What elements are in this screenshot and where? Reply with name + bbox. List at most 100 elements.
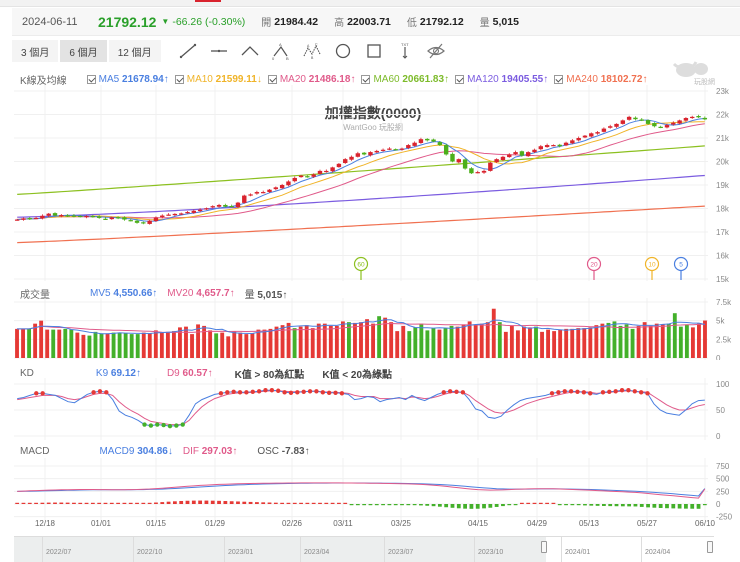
svg-text:-250: -250 — [716, 513, 733, 520]
horizontal-line-tool-icon[interactable] — [204, 40, 235, 62]
rectangle-tool-icon[interactable] — [359, 40, 390, 62]
svg-text:A: A — [307, 44, 310, 48]
top-strip — [0, 0, 740, 7]
navigator-gridline — [474, 537, 475, 562]
navigator-gridline — [300, 537, 301, 562]
svg-text:15k: 15k — [716, 275, 730, 284]
svg-text:20: 20 — [590, 262, 598, 269]
navigator-left-handle[interactable] — [541, 541, 547, 553]
candlestick-chart[interactable]: 23k 22k 21k 20k 19k 18k 17k 16k 15k 60 20 10 5 — [0, 85, 740, 285]
ma5-legend: MA5 21678.94↑ — [98, 74, 169, 85]
x-axis-label: 01/01 — [90, 519, 112, 528]
high-value: 22003.71 — [347, 15, 391, 28]
volume-chart[interactable]: 7.5k 5k 2.5k 0 — [0, 298, 740, 360]
navigator-gridline — [224, 537, 225, 562]
ma120-checkbox[interactable] — [455, 75, 465, 84]
navigator-label: 2023/01 — [228, 549, 254, 556]
quote-bar: 2024-06-11 21792.12 ▼ -66.26 (-0.30%) 開 … — [12, 8, 740, 36]
x-axis-label: 01/29 — [204, 519, 226, 528]
macd9-legend: MACD9 304.86↓ — [99, 446, 173, 457]
ma240-checkbox[interactable] — [554, 75, 564, 84]
quote-change: -66.26 (-0.30%) — [172, 15, 246, 28]
down-triangle-icon: ▼ — [161, 17, 170, 26]
kline-legend-title: K線及均線 — [20, 76, 67, 87]
svg-text:7.5k: 7.5k — [716, 298, 732, 307]
mv20-legend: MV20 4,657.7↑ — [167, 288, 235, 299]
svg-text:B: B — [286, 56, 289, 60]
navigator-right-handle[interactable] — [707, 541, 713, 553]
svg-text:17k: 17k — [716, 228, 730, 237]
quote-date: 2024-06-11 — [22, 15, 78, 28]
svg-text:18k: 18k — [716, 205, 730, 214]
navigator-label: 2022/07 — [46, 549, 72, 556]
x-axis-label: 04/15 — [467, 519, 489, 528]
open-label: 開 — [261, 18, 272, 29]
angle-tool-icon[interactable] — [235, 40, 266, 62]
circle-tool-icon[interactable] — [328, 40, 359, 62]
ma-marker-60: 60 — [353, 256, 369, 280]
tab-6-months[interactable]: 6 個月 — [60, 40, 107, 62]
ma60-checkbox[interactable] — [361, 75, 371, 84]
svg-text:21k: 21k — [716, 134, 730, 143]
svg-text:玩股網: 玩股網 — [694, 77, 715, 86]
svg-text:C: C — [315, 43, 318, 47]
svg-text:B: B — [311, 56, 314, 60]
ma-marker-10: 10 — [644, 256, 660, 280]
svg-text:250: 250 — [716, 487, 730, 496]
svg-text:20k: 20k — [716, 158, 730, 167]
volume-value: 5,015 — [492, 15, 519, 28]
volume-legend: 成交量 MV5 4,550.66↑ MV20 4,657.7↑ 量 5,015↑ — [20, 286, 287, 301]
open-value: 21984.42 — [274, 15, 319, 28]
kd-legend: KD K9 69.12↑ D9 60.57↑ K值 > 80為紅點 K值 < 2… — [20, 366, 392, 381]
svg-text:TXT: TXT — [401, 42, 409, 47]
x-axis-label: 04/29 — [526, 519, 548, 528]
abcd-pattern-tool-icon[interactable]: A C B — [297, 40, 328, 62]
d9-legend: D9 60.57↑ — [166, 368, 213, 379]
abc-pattern-tool-icon[interactable]: A 0 B — [266, 40, 297, 62]
range-navigator[interactable]: 2022/07 2022/10 2023/01 2023/04 2023/07 2023/… — [14, 536, 714, 562]
svg-text:100: 100 — [716, 380, 730, 389]
svg-text:5: 5 — [679, 262, 683, 269]
ma10-checkbox[interactable] — [174, 75, 184, 84]
k9-legend: K9 69.12↑ — [95, 368, 141, 379]
low-value: 21792.12 — [419, 15, 464, 28]
quote-price: 21792.12 — [98, 13, 157, 30]
x-axis-label: 03/25 — [390, 519, 412, 528]
macd-legend: MACD MACD9 304.86↓ DIF 297.03↑ OSC -7.83… — [20, 446, 310, 457]
svg-text:5k: 5k — [716, 317, 725, 326]
ma-marker-5: 5 — [673, 256, 689, 280]
wantgoo-logo-icon: 玩股網 — [672, 61, 715, 86]
svg-text:2.5k: 2.5k — [716, 335, 732, 344]
navigator-gridline — [42, 537, 43, 562]
navigator-gridline — [561, 537, 562, 562]
line-tool-icon[interactable] — [173, 40, 204, 62]
ma60-legend: MA60 20661.83↑ — [373, 74, 450, 85]
svg-text:500: 500 — [716, 475, 730, 484]
ma20-legend: MA20 21486.18↑ — [279, 74, 356, 85]
navigator-label: 2024/01 — [565, 549, 591, 556]
kd-chart[interactable]: 100 50 0 — [0, 378, 740, 442]
ma240-legend: MA240 18102.72↑ — [566, 74, 648, 85]
svg-text:0: 0 — [716, 432, 721, 441]
svg-text:A: A — [279, 42, 282, 47]
ma5-checkbox[interactable] — [86, 75, 96, 84]
svg-text:19k: 19k — [716, 181, 730, 190]
hide-drawings-icon[interactable] — [421, 40, 452, 62]
volume-legend-title: 成交量 — [20, 290, 50, 301]
macd-chart[interactable]: 750 500 250 0 -250 — [0, 458, 740, 520]
kline-legend: K線及均線 MA5 21678.94↑ MA10 21599.11↓ MA20 … — [20, 72, 647, 87]
tab-12-months[interactable]: 12 個月 — [108, 40, 161, 62]
x-axis-label: 06/10 — [694, 519, 716, 528]
ma20-checkbox[interactable] — [267, 75, 277, 84]
navigator-label: 2024/04 — [645, 549, 671, 556]
svg-text:60: 60 — [357, 262, 365, 269]
ma-marker-20: 20 — [586, 256, 602, 280]
x-axis-label: 01/15 — [145, 519, 167, 528]
vol-legend: 量 5,015↑ — [244, 290, 288, 301]
svg-text:750: 750 — [716, 462, 730, 471]
volume-label: 量 — [479, 18, 490, 29]
kd-note-green: K值 < 20為綠點 — [322, 370, 393, 381]
tab-3-months[interactable]: 3 個月 — [12, 40, 59, 62]
osc-legend: OSC -7.83↑ — [257, 446, 310, 457]
text-tool-icon[interactable]: TXT — [390, 40, 421, 62]
